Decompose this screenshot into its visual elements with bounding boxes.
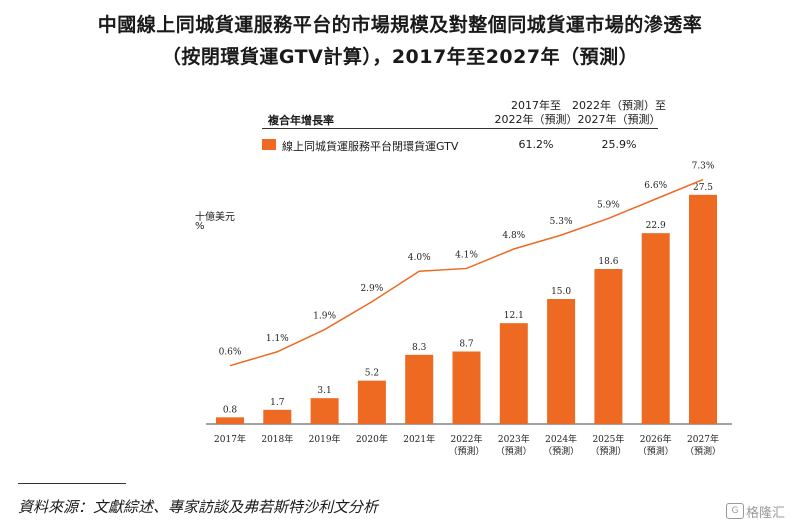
bar-value-label: 15.0 <box>551 287 571 297</box>
chart-title-line2: （按閉環貨運GTV計算），2017年至2027年（預測） <box>161 46 639 68</box>
bar-value-label: 8.7 <box>459 340 474 350</box>
cagr-col1-line2: 2022年（預測） <box>494 113 578 126</box>
bar-value-label: 22.9 <box>646 221 666 231</box>
cagr-table-rule <box>262 128 658 129</box>
line-value-label: 6.6% <box>644 181 667 191</box>
x-tick-label: 2020年 <box>356 433 388 445</box>
line-value-label: 1.9% <box>313 312 336 322</box>
cagr-col2-line1: 2022年（預測）至 <box>572 99 666 112</box>
line-value-label: 7.3% <box>692 162 715 172</box>
watermark-logo: G <box>726 503 744 519</box>
cagr-col2-line2: 2027年（預測） <box>577 113 661 126</box>
footer-rule <box>18 483 126 484</box>
line-value-label: 5.9% <box>597 200 620 210</box>
bar-value-label: 1.7 <box>270 398 285 408</box>
chart-title-line1: 中國線上同城貨運服務平台的市場規模及對整個同城貨運市場的滲透率 <box>97 14 703 36</box>
bar <box>310 398 339 424</box>
x-tick-label: （預測） <box>448 445 484 457</box>
x-tick-label: 2021年 <box>403 433 435 445</box>
bar-value-label: 3.1 <box>317 386 331 396</box>
bar <box>216 417 244 424</box>
x-tick-label: 2018年 <box>261 433 293 445</box>
line-value-label: 4.0% <box>408 253 431 263</box>
x-tick-label: （預測） <box>543 445 579 457</box>
bar <box>357 380 386 424</box>
cagr-header: 複合年增長率 <box>268 114 334 127</box>
penetration-line <box>229 178 704 367</box>
bar <box>452 351 481 424</box>
watermark: 格隆汇 <box>746 506 786 521</box>
bar <box>499 323 528 424</box>
bar-value-label: 27.5 <box>693 183 713 193</box>
cagr-row-val2: 25.9% <box>601 138 637 151</box>
bar-value-label: 18.6 <box>598 257 618 267</box>
source-note: 資料來源：文獻綜述、專家訪談及弗若斯特沙利文分析 <box>18 498 379 516</box>
x-tick-label: （預測） <box>685 445 721 457</box>
bar <box>547 299 576 424</box>
line-value-label: 4.8% <box>502 231 525 241</box>
cagr-row-val1: 61.2% <box>518 138 554 151</box>
bar-value-label: 0.8 <box>223 405 238 415</box>
x-tick-label: 2024年 <box>545 433 577 445</box>
line-value-label: 0.6% <box>219 348 242 358</box>
bar <box>405 354 434 424</box>
x-tick-label: 2025年 <box>592 433 624 445</box>
y-unit-percent: % <box>195 221 205 232</box>
y-unit-label: 十億美元 <box>195 212 235 223</box>
x-tick-label: 2019年 <box>309 433 341 445</box>
line-value-label: 4.1% <box>455 250 478 260</box>
bar <box>594 269 623 424</box>
x-tick-label: 2022年 <box>451 433 483 445</box>
bar <box>689 194 717 424</box>
x-tick-label: （預測） <box>590 445 626 457</box>
x-tick-label: （預測） <box>638 445 674 457</box>
x-tick-label: （預測） <box>496 445 532 457</box>
line-value-label: 2.9% <box>360 284 383 294</box>
bar <box>263 409 292 424</box>
bar-value-label: 5.2 <box>365 369 379 379</box>
x-tick-label: 2026年 <box>640 433 672 445</box>
bar-value-label: 8.3 <box>412 343 427 353</box>
cagr-col1-line1: 2017年至 <box>511 99 561 112</box>
line-value-label: 5.3% <box>550 217 573 227</box>
x-tick-label: 2023年 <box>498 433 530 445</box>
cagr-row-label: 線上同城貨運服務平台閉環貨運GTV <box>282 140 459 153</box>
x-tick-label: 2017年 <box>214 433 246 445</box>
x-tick-label: 2027年 <box>687 433 719 445</box>
bar-value-label: 12.1 <box>504 311 524 321</box>
bar <box>641 233 670 424</box>
legend-swatch <box>262 139 276 150</box>
line-value-label: 1.1% <box>266 334 289 344</box>
